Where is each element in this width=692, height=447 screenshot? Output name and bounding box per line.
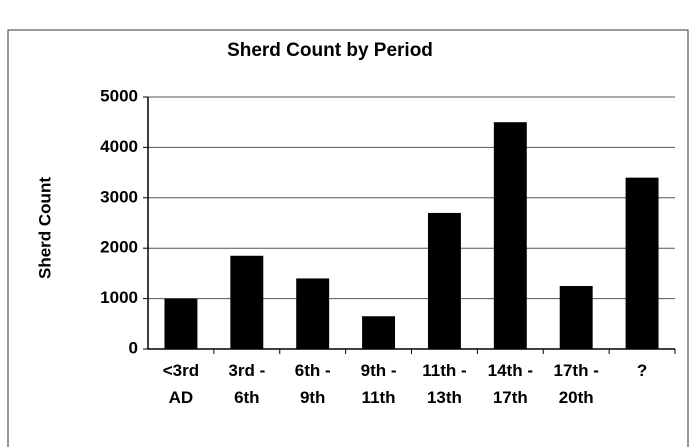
y-tick-label: 0	[129, 338, 138, 357]
bar	[559, 286, 593, 349]
x-tick-label: 14th - 17th	[487, 361, 533, 407]
x-tick-label: 6th - 9th	[294, 361, 331, 407]
y-tick-label: 4000	[100, 137, 138, 156]
bar	[493, 122, 527, 349]
bar	[230, 255, 264, 349]
y-axis-title: Sherd Count	[35, 177, 54, 279]
chart-title: Sherd Count by Period	[227, 40, 433, 61]
x-tick-label: 11th - 13th	[422, 361, 467, 407]
bar	[625, 177, 659, 349]
bar	[427, 212, 461, 349]
y-tick-label: 3000	[100, 187, 138, 206]
y-tick-label: 2000	[100, 238, 138, 257]
x-tick-label: 17th - 20th	[553, 361, 599, 407]
chart-frame	[7, 29, 689, 447]
y-tick-label: 1000	[100, 288, 138, 307]
bar	[164, 298, 198, 349]
x-tick-label: <3rd AD	[162, 361, 200, 407]
x-tick-label: 3rd - 6th	[228, 361, 266, 407]
y-tick-label: 5000	[100, 86, 138, 105]
x-tick-label: 9th - 11th	[360, 361, 397, 407]
bar	[296, 278, 330, 349]
x-tick-label: ?	[636, 361, 648, 380]
bar	[362, 316, 396, 349]
